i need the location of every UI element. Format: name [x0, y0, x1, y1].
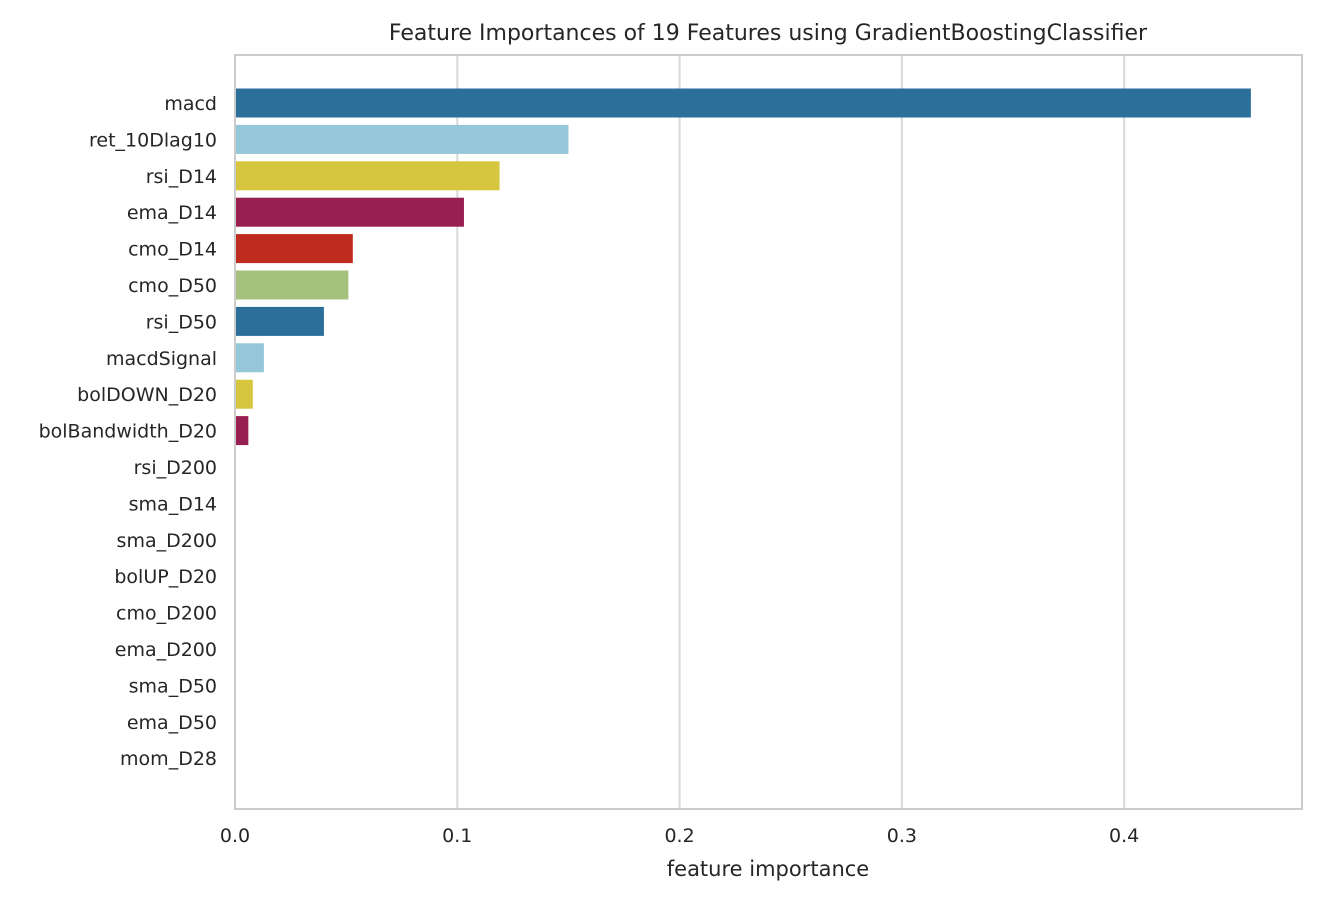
y-tick-label: rsi_D14 [146, 166, 217, 188]
y-tick-label: sma_D200 [117, 530, 217, 552]
bar-bolDOWN_D20 [235, 379, 253, 409]
x-tick-label: 0.3 [887, 825, 917, 847]
y-tick-label: bolDOWN_D20 [77, 384, 217, 406]
x-tick-label: 0.4 [1109, 825, 1139, 847]
y-tick-label: macdSignal [106, 348, 217, 370]
bars [235, 88, 1251, 446]
y-tick-label: rsi_D50 [146, 311, 217, 333]
bar-bolBandwidth_D20 [235, 416, 249, 446]
bar-cmo_D14 [235, 234, 353, 264]
bar-ema_D14 [235, 197, 464, 227]
y-tick-label: sma_D14 [129, 493, 217, 515]
y-tick-label: ret_10Dlag10 [89, 129, 217, 151]
y-tick-label: ema_D50 [127, 712, 217, 734]
x-axis-label: feature importance [667, 857, 869, 881]
bar-rsi_D14 [235, 161, 500, 191]
y-tick-label: bolUP_D20 [114, 566, 217, 588]
y-tick-label: ema_D14 [127, 202, 217, 224]
x-tick-label: 0.2 [664, 825, 694, 847]
y-tick-label: cmo_D200 [116, 603, 217, 625]
y-tick-label: macd [164, 93, 217, 115]
x-tick-label: 0.1 [442, 825, 472, 847]
y-tick-label: mom_D28 [120, 748, 217, 770]
y-tick-label: cmo_D50 [128, 275, 217, 297]
x-tick-labels: 0.0 0.1 0.2 0.3 0.4 [220, 825, 1139, 847]
plot-frame [234, 54, 1303, 810]
chart-title: Feature Importances of 19 Features using… [389, 21, 1148, 46]
y-tick-label: rsi_D200 [134, 457, 217, 479]
bar-macd [235, 88, 1251, 118]
gridlines [456, 55, 1126, 809]
y-tick-label: cmo_D14 [128, 239, 217, 261]
y-tick-label: sma_D50 [129, 675, 217, 697]
y-tick-label: ema_D200 [115, 639, 217, 661]
x-tick-label: 0.0 [220, 825, 250, 847]
y-tick-label: bolBandwidth_D20 [39, 421, 217, 443]
y-tick-labels: macd ret_10Dlag10 rsi_D14 ema_D14 cmo_D14cmo… [39, 93, 217, 770]
bar-rsi_D50 [235, 306, 324, 336]
bar-ret_10Dlag10 [235, 124, 569, 154]
bar-cmo_D50 [235, 270, 349, 300]
bar-macdSignal [235, 343, 264, 373]
